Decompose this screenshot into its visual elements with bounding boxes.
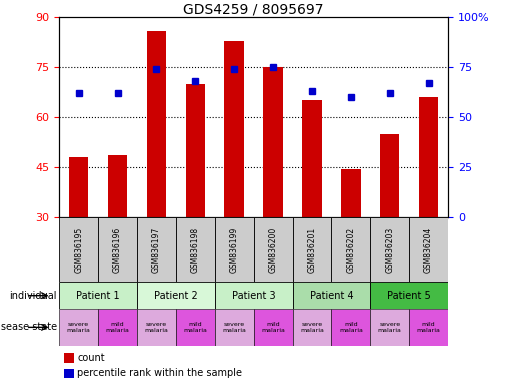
Bar: [59, 309, 98, 346]
Bar: [59, 282, 137, 309]
Bar: [380, 134, 400, 217]
Text: mild
malaria: mild malaria: [417, 322, 440, 333]
Bar: [98, 309, 137, 346]
Text: Patient 5: Patient 5: [387, 291, 431, 301]
Text: severe
malaria: severe malaria: [300, 322, 324, 333]
Bar: [215, 309, 253, 346]
Bar: [419, 97, 438, 217]
Bar: [147, 31, 166, 217]
Bar: [215, 217, 253, 282]
Bar: [293, 282, 370, 309]
Text: mild
malaria: mild malaria: [339, 322, 363, 333]
Bar: [253, 217, 293, 282]
Text: severe
malaria: severe malaria: [222, 322, 246, 333]
Bar: [185, 84, 205, 217]
Bar: [225, 41, 244, 217]
Text: mild
malaria: mild malaria: [261, 322, 285, 333]
Text: GSM836197: GSM836197: [152, 227, 161, 273]
Text: GSM836199: GSM836199: [230, 227, 238, 273]
Text: Patient 4: Patient 4: [310, 291, 353, 301]
Text: Patient 2: Patient 2: [154, 291, 198, 301]
Bar: [332, 217, 370, 282]
Bar: [215, 282, 293, 309]
Text: GSM836196: GSM836196: [113, 227, 122, 273]
Text: severe
malaria: severe malaria: [67, 322, 91, 333]
Bar: [302, 101, 322, 217]
Text: GSM836195: GSM836195: [74, 227, 83, 273]
Bar: [341, 169, 360, 217]
Text: GSM836204: GSM836204: [424, 227, 433, 273]
Bar: [176, 217, 215, 282]
Text: severe
malaria: severe malaria: [145, 322, 168, 333]
Bar: [293, 309, 332, 346]
Text: count: count: [77, 353, 105, 363]
Bar: [59, 217, 98, 282]
Text: Patient 1: Patient 1: [76, 291, 120, 301]
Bar: [263, 67, 283, 217]
Text: severe
malaria: severe malaria: [378, 322, 402, 333]
Text: individual: individual: [9, 291, 57, 301]
Bar: [332, 309, 370, 346]
Text: disease state: disease state: [0, 322, 57, 333]
Bar: [370, 282, 448, 309]
Bar: [98, 217, 137, 282]
Text: percentile rank within the sample: percentile rank within the sample: [77, 368, 242, 378]
Text: mild
malaria: mild malaria: [183, 322, 207, 333]
Bar: [137, 217, 176, 282]
Text: mild
malaria: mild malaria: [106, 322, 129, 333]
Bar: [69, 157, 89, 217]
Text: GSM836202: GSM836202: [347, 227, 355, 273]
Bar: [370, 217, 409, 282]
Bar: [253, 309, 293, 346]
Text: GSM836200: GSM836200: [269, 227, 278, 273]
Bar: [176, 309, 215, 346]
Bar: [137, 309, 176, 346]
Text: GSM836201: GSM836201: [307, 227, 316, 273]
Text: Patient 3: Patient 3: [232, 291, 276, 301]
Bar: [108, 156, 127, 217]
Text: GSM836198: GSM836198: [191, 227, 200, 273]
Text: GSM836203: GSM836203: [385, 227, 394, 273]
Bar: [137, 282, 215, 309]
Bar: [293, 217, 332, 282]
Bar: [370, 309, 409, 346]
Bar: [409, 217, 448, 282]
Title: GDS4259 / 8095697: GDS4259 / 8095697: [183, 2, 324, 16]
Bar: [409, 309, 448, 346]
